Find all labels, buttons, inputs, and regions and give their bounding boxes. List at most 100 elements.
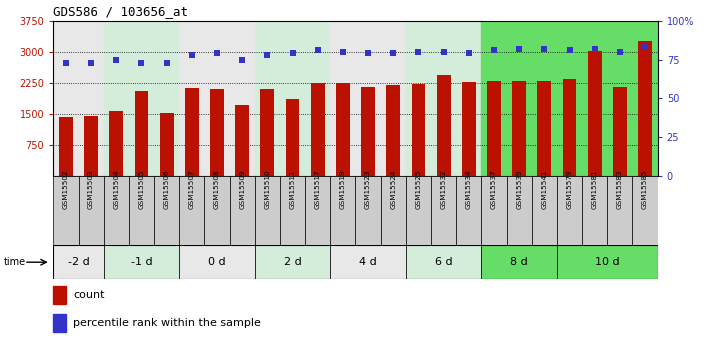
Bar [512,81,526,176]
Point [614,49,626,55]
Text: GSM15585: GSM15585 [642,169,648,209]
Point [463,50,474,56]
Point [438,49,449,55]
Bar [588,51,602,176]
FancyBboxPatch shape [356,176,380,245]
Bar [53,286,66,304]
Text: GSM15539: GSM15539 [516,169,522,209]
Point [589,46,600,51]
FancyBboxPatch shape [179,176,205,245]
FancyBboxPatch shape [506,176,532,245]
Point [363,50,374,56]
Bar [386,85,400,176]
Text: 8 d: 8 d [510,257,528,267]
Text: time: time [4,257,26,267]
Point [387,50,399,56]
Bar [412,84,425,176]
FancyBboxPatch shape [255,176,280,245]
FancyBboxPatch shape [456,176,481,245]
FancyBboxPatch shape [179,245,255,279]
FancyBboxPatch shape [557,176,582,245]
Text: GSM15524: GSM15524 [390,169,396,209]
Bar [109,111,123,176]
Bar [104,21,179,176]
FancyBboxPatch shape [230,176,255,245]
Bar [210,89,224,176]
Text: GSM15509: GSM15509 [239,169,245,209]
Point [262,52,273,58]
Bar [487,81,501,176]
Text: GSM15581: GSM15581 [592,169,598,209]
FancyBboxPatch shape [53,245,104,279]
Bar [255,21,331,176]
Text: 4 d: 4 d [359,257,377,267]
Bar [235,105,249,176]
Text: 10 d: 10 d [595,257,619,267]
Point [413,49,424,55]
Point [337,49,348,55]
Bar [361,87,375,176]
FancyBboxPatch shape [481,245,557,279]
Bar [53,314,66,332]
FancyBboxPatch shape [78,176,104,245]
Bar [286,99,299,176]
Bar [331,21,406,176]
Point [60,60,72,66]
Point [111,57,122,62]
Bar [53,21,104,176]
FancyBboxPatch shape [607,176,633,245]
Point [237,57,248,62]
Bar [260,89,274,176]
Bar [59,117,73,176]
Text: GSM15506: GSM15506 [164,169,170,209]
Point [513,46,525,51]
Point [539,46,550,51]
Text: GSM15525: GSM15525 [415,169,422,209]
Bar [538,81,551,176]
Bar [311,83,325,176]
FancyBboxPatch shape [406,176,431,245]
Text: GSM15505: GSM15505 [139,169,144,209]
Bar [613,87,627,176]
Point [564,47,575,53]
Text: GSM15534: GSM15534 [466,169,472,209]
Point [85,60,97,66]
Bar [134,91,149,176]
FancyBboxPatch shape [104,245,179,279]
Text: GSM15532: GSM15532 [441,169,447,209]
FancyBboxPatch shape [331,176,356,245]
Text: GSM15511: GSM15511 [289,169,296,209]
Text: GSM15541: GSM15541 [541,169,547,209]
FancyBboxPatch shape [380,176,406,245]
Text: GSM15579: GSM15579 [567,169,572,209]
Text: GDS586 / 103656_at: GDS586 / 103656_at [53,5,188,18]
Point [161,60,172,66]
FancyBboxPatch shape [280,176,305,245]
Point [211,50,223,56]
Point [287,50,298,56]
Bar [437,75,451,176]
Point [488,47,500,53]
Text: GSM15508: GSM15508 [214,169,220,209]
Bar [406,21,481,176]
Text: GSM15502: GSM15502 [63,169,69,209]
Bar [462,82,476,176]
Point [639,43,651,48]
Text: percentile rank within the sample: percentile rank within the sample [73,318,261,328]
FancyBboxPatch shape [104,176,129,245]
Bar [160,113,173,176]
Text: -1 d: -1 d [131,257,152,267]
FancyBboxPatch shape [53,176,78,245]
FancyBboxPatch shape [305,176,331,245]
Text: GSM15523: GSM15523 [365,169,371,209]
Text: GSM15519: GSM15519 [340,169,346,209]
Bar [336,83,350,176]
FancyBboxPatch shape [205,176,230,245]
Text: count: count [73,290,105,300]
Text: GSM15517: GSM15517 [315,169,321,209]
Point [312,47,324,53]
Text: GSM15507: GSM15507 [189,169,195,209]
Point [186,52,198,58]
FancyBboxPatch shape [481,176,506,245]
Bar [179,21,255,176]
